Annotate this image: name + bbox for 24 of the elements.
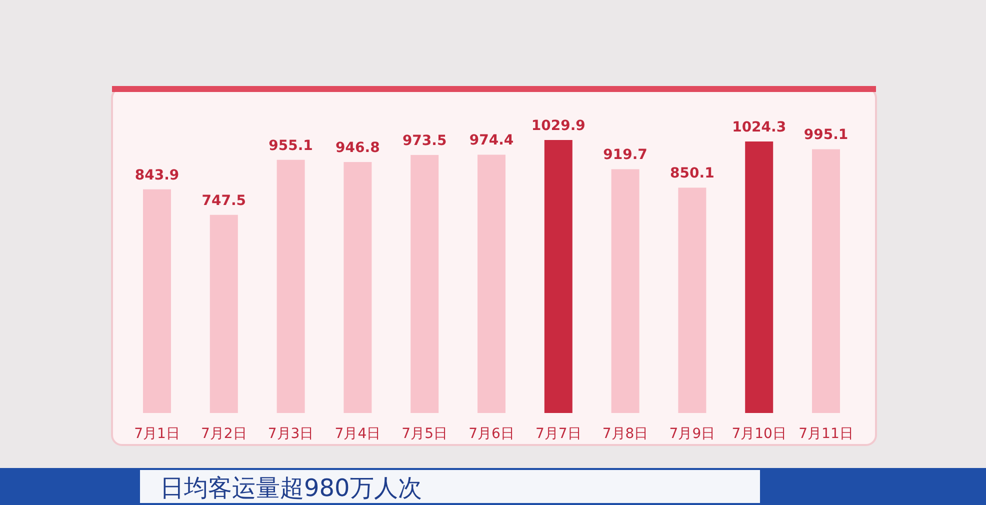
x-tick-label: 7月3日 <box>268 426 314 442</box>
data-label: 1029.9 <box>531 118 586 134</box>
x-tick-label: 7月9日 <box>669 426 716 442</box>
data-label: 973.5 <box>402 132 447 149</box>
x-tick-label: 7月10日 <box>732 426 786 442</box>
x-tick-label: 7月11日 <box>798 426 854 442</box>
x-tick-label: 7月5日 <box>402 426 448 442</box>
x-tick-label: 7月4日 <box>334 426 381 442</box>
x-tick-label: 7月6日 <box>468 426 514 442</box>
data-label: 850.1 <box>670 166 714 182</box>
data-label: 995.1 <box>804 127 848 144</box>
data-label: 1024.3 <box>732 119 786 136</box>
data-label: 843.9 <box>134 167 180 184</box>
text: 日均客运量超980万人次 <box>160 474 422 502</box>
x-tick-label: 7月8日 <box>602 426 648 442</box>
data-label: 919.7 <box>603 147 648 164</box>
data-label: 747.5 <box>202 192 246 209</box>
x-tick-label: 7月7日 <box>535 426 582 442</box>
plot: 843.9 7月1日 747.5 7月2日 955.1 7月3日 946.8 7月4日 973.5 7月5日 974.4 7月6日 1029.9 7月7日 919.7 7月8日 850.1 7月9日 1024.3 7月10日 995.1 7月11日 <box>134 118 854 442</box>
data-label: 974.4 <box>469 132 514 149</box>
data-label: 946.8 <box>336 140 380 156</box>
x-tick-label: 7月1日 <box>134 426 180 442</box>
x-tick-label: 7月2日 <box>200 426 247 442</box>
data-label: 955.1 <box>268 138 313 154</box>
